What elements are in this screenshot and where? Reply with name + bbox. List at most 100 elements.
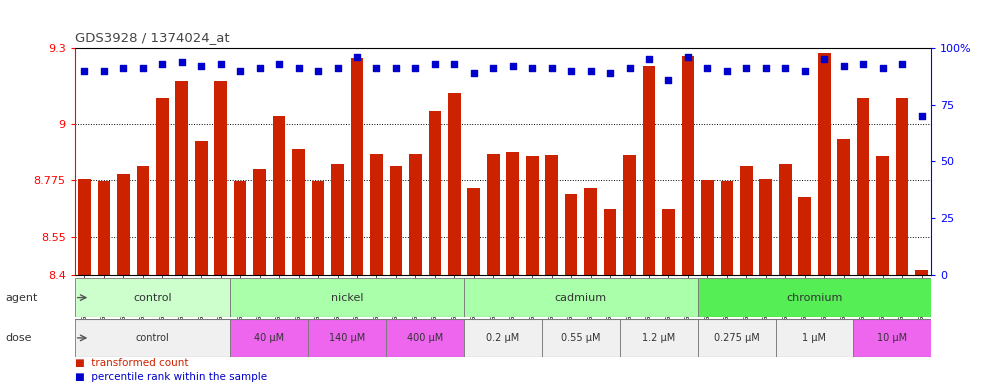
Bar — [464, 319, 542, 357]
Bar — [75, 278, 230, 317]
Bar — [448, 93, 460, 275]
Text: control: control — [133, 293, 172, 303]
Point — [583, 68, 599, 74]
Bar — [214, 81, 227, 275]
Point — [738, 65, 754, 71]
Text: chromium: chromium — [786, 293, 843, 303]
Text: ■  percentile rank within the sample: ■ percentile rank within the sample — [75, 372, 267, 382]
Point — [641, 56, 657, 62]
Bar — [585, 188, 597, 275]
Bar — [467, 188, 480, 275]
Point — [913, 113, 929, 119]
Bar — [309, 319, 386, 357]
Point — [680, 54, 696, 60]
Point — [602, 70, 618, 76]
Point — [252, 65, 268, 71]
Text: ■  transformed count: ■ transformed count — [75, 358, 188, 368]
Point — [330, 65, 346, 71]
Bar — [546, 155, 558, 275]
Bar — [175, 81, 188, 275]
Point — [466, 70, 482, 76]
Point — [193, 63, 209, 69]
Bar — [642, 66, 655, 275]
Bar — [895, 98, 908, 275]
Bar — [487, 154, 500, 275]
Bar — [292, 149, 305, 275]
Bar — [230, 319, 309, 357]
Bar — [760, 179, 772, 275]
Text: 0.2 μM: 0.2 μM — [486, 333, 520, 343]
Bar — [623, 155, 635, 275]
Bar — [662, 209, 674, 275]
Bar — [776, 319, 854, 357]
Bar — [915, 270, 928, 275]
Point — [349, 54, 365, 60]
Point — [271, 61, 287, 67]
Text: 0.55 μM: 0.55 μM — [561, 333, 601, 343]
Point — [116, 65, 131, 71]
Point — [719, 68, 735, 74]
Text: dose: dose — [5, 333, 32, 343]
Bar — [818, 53, 831, 275]
Point — [446, 61, 462, 67]
Point — [154, 61, 170, 67]
Text: 140 μM: 140 μM — [329, 333, 366, 343]
Bar — [273, 116, 286, 275]
Bar — [195, 141, 207, 275]
Bar — [720, 181, 733, 275]
Point — [213, 61, 229, 67]
Bar — [351, 58, 364, 275]
Bar — [681, 56, 694, 275]
Bar — [386, 319, 464, 357]
Text: 1 μM: 1 μM — [803, 333, 827, 343]
Bar — [156, 98, 168, 275]
Point — [427, 61, 443, 67]
Point — [134, 65, 150, 71]
Bar — [799, 197, 811, 275]
Bar — [389, 166, 402, 275]
Text: nickel: nickel — [331, 293, 364, 303]
Point — [485, 65, 501, 71]
Text: control: control — [135, 333, 169, 343]
Point — [387, 65, 404, 71]
Point — [96, 68, 112, 74]
Text: GDS3928 / 1374024_at: GDS3928 / 1374024_at — [75, 31, 229, 44]
Point — [310, 68, 326, 74]
Bar — [697, 319, 776, 357]
Point — [699, 65, 715, 71]
Point — [758, 65, 774, 71]
Point — [836, 63, 852, 69]
Text: 10 μM: 10 μM — [877, 333, 907, 343]
Bar — [542, 319, 620, 357]
Text: cadmium: cadmium — [555, 293, 607, 303]
Bar — [779, 164, 792, 275]
Bar — [78, 179, 91, 275]
Bar — [409, 154, 421, 275]
Point — [505, 63, 521, 69]
Point — [874, 65, 890, 71]
Bar — [565, 194, 578, 275]
Point — [544, 65, 560, 71]
Point — [894, 61, 910, 67]
Bar — [464, 278, 697, 317]
Bar — [740, 166, 753, 275]
Point — [291, 65, 307, 71]
Point — [77, 68, 93, 74]
Text: 400 μM: 400 μM — [407, 333, 443, 343]
Point — [524, 65, 540, 71]
Point — [777, 65, 793, 71]
Bar — [98, 181, 111, 275]
Bar — [697, 278, 931, 317]
Bar — [526, 156, 539, 275]
Bar — [312, 181, 325, 275]
Bar — [118, 174, 129, 275]
Point — [856, 61, 872, 67]
Point — [563, 68, 579, 74]
Point — [232, 68, 248, 74]
Point — [369, 65, 384, 71]
Bar — [253, 169, 266, 275]
Bar — [230, 278, 464, 317]
Bar — [854, 319, 931, 357]
Bar — [75, 319, 230, 357]
Bar — [136, 166, 149, 275]
